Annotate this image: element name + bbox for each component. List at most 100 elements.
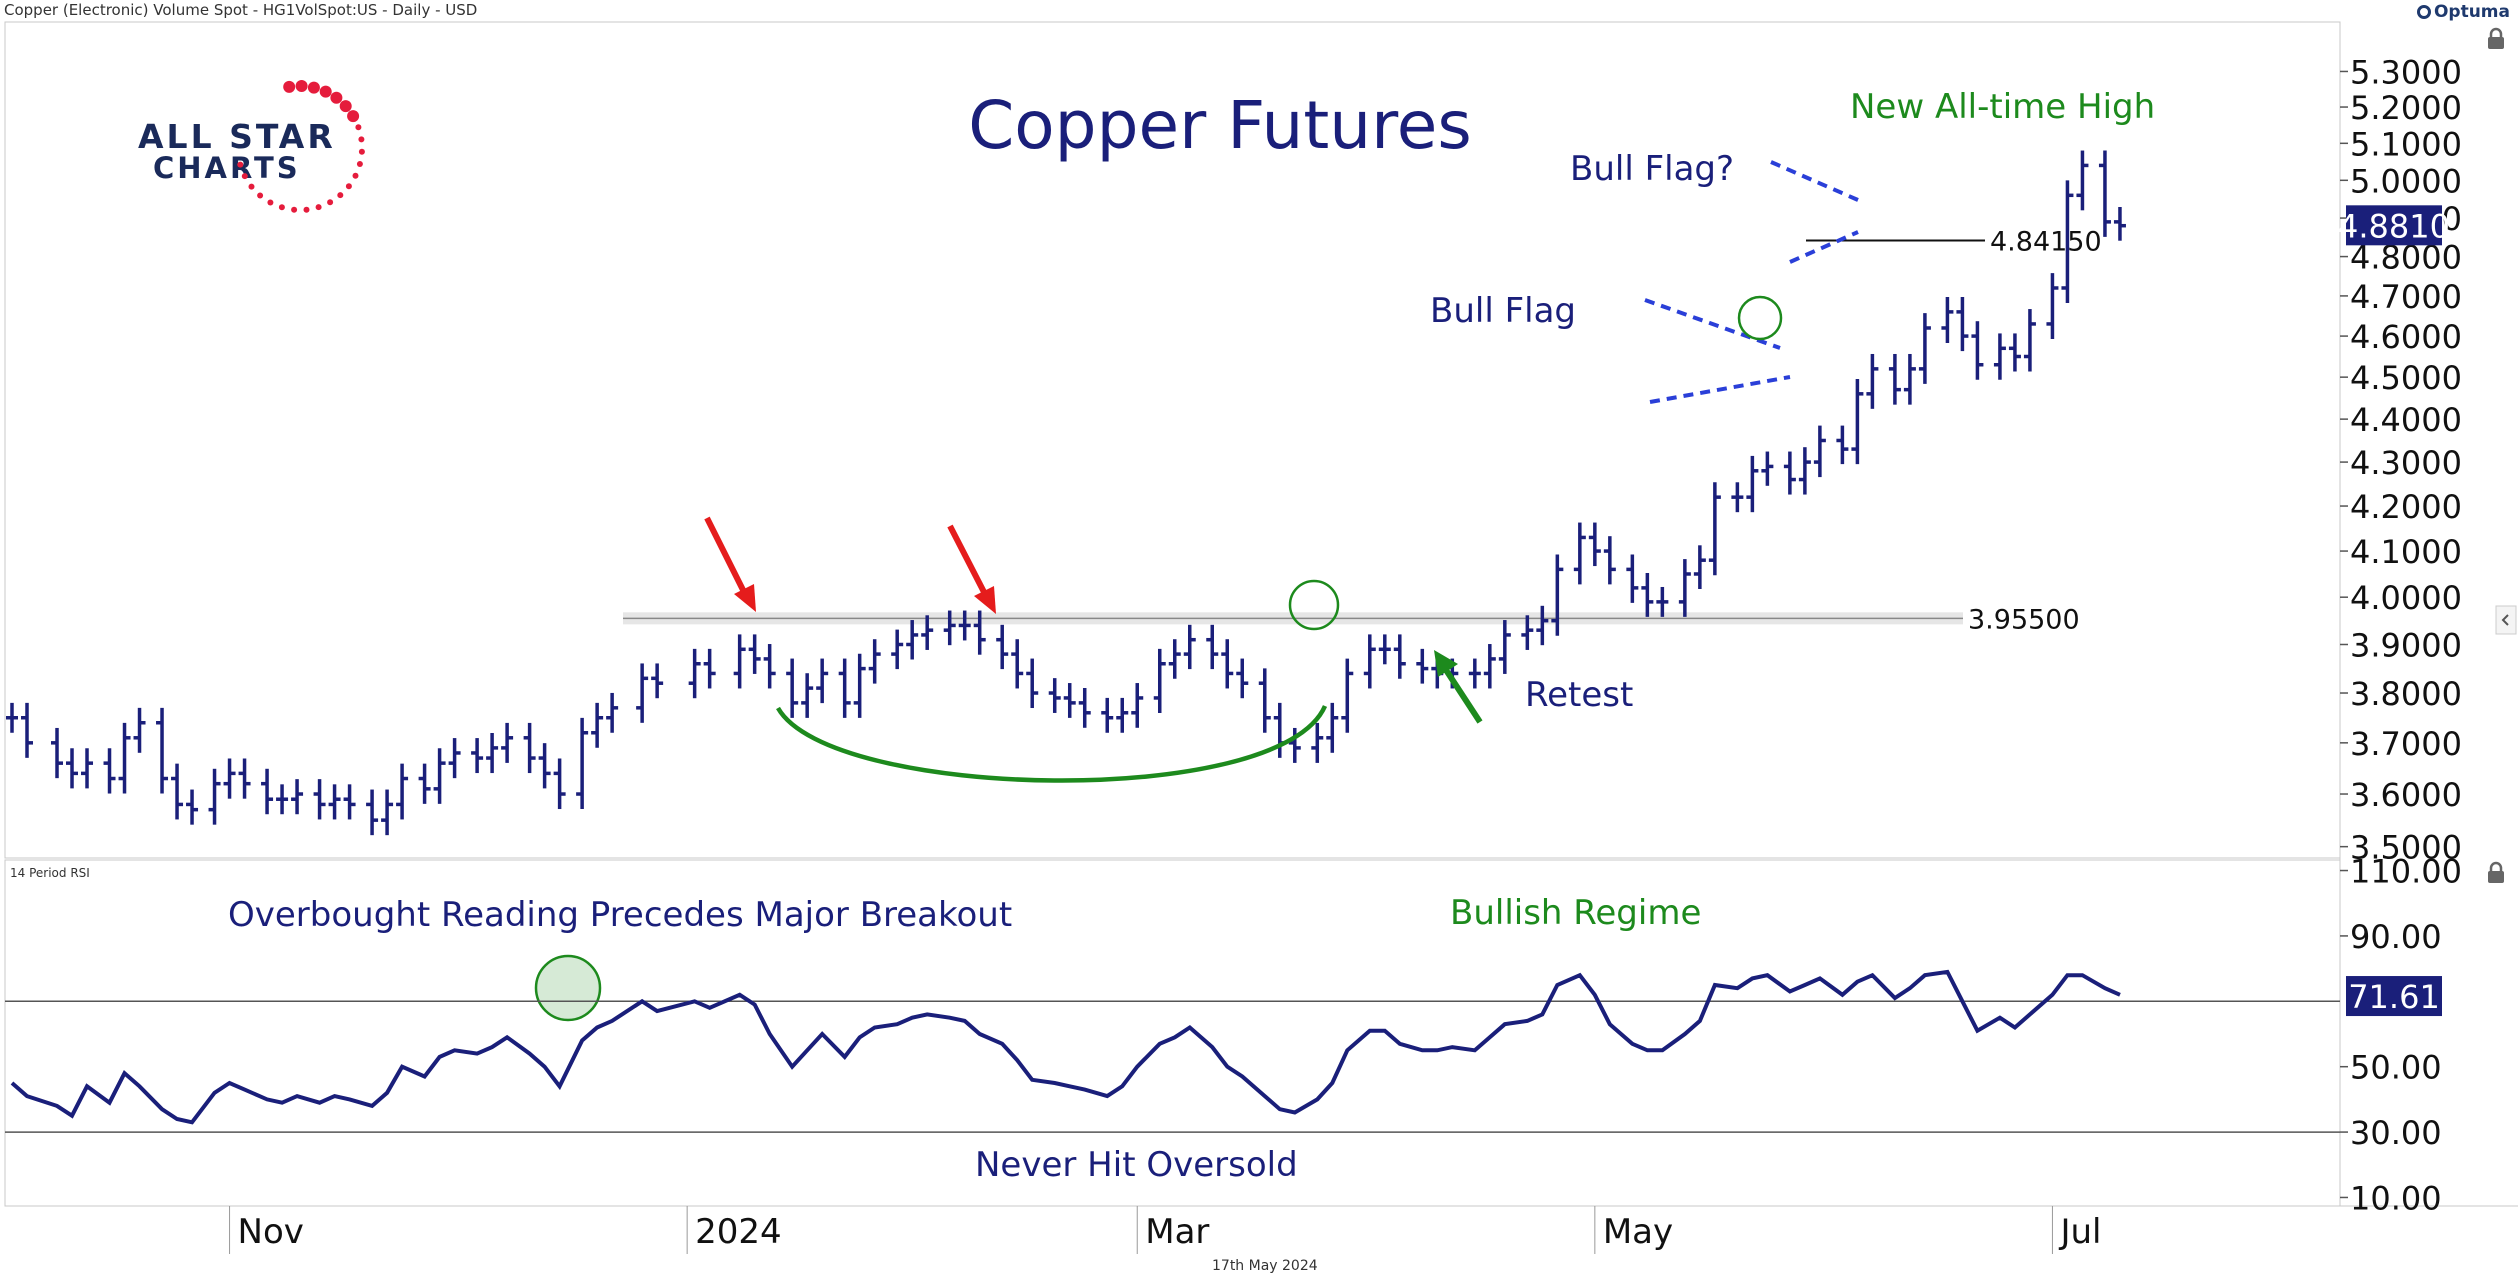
ohlc-bar: [2061, 180, 2074, 303]
ohlc-bar: [328, 784, 341, 820]
logo-star-icon: [237, 161, 244, 168]
ohlc-bar: [1836, 425, 1849, 465]
last-rsi-box: [2346, 976, 2442, 1017]
cup-arc: [776, 705, 1328, 783]
logo-star-icon: [267, 199, 274, 206]
ohlc-bar: [853, 653, 866, 718]
last-price-box: [2346, 205, 2442, 246]
ohlc-bar: [418, 763, 431, 804]
price-tick-label: 4.3000: [2350, 444, 2462, 482]
ohlc-bar: [1851, 378, 1864, 465]
ohlc-bar: [1393, 634, 1406, 679]
logo-star-icon: [352, 172, 359, 179]
flag-breakout-circle: [1737, 295, 1783, 341]
annotation-overbought: Overbought Reading Precedes Major Breako…: [228, 895, 1012, 935]
date-tick-label: Nov: [238, 1212, 304, 1252]
ohlc-bar: [1498, 620, 1511, 674]
ohlc-bar: [1078, 687, 1091, 728]
ohlc-bar: [156, 707, 169, 794]
ohlc-bar: [973, 610, 986, 655]
logo-star-icon: [356, 161, 363, 167]
ohlc-bar: [1708, 482, 1721, 576]
ohlc-bar: [2098, 150, 2111, 237]
date-tick-label: Mar: [1145, 1212, 1209, 1252]
resistance-level-label: 3.95500: [1968, 604, 2080, 635]
ohlc-bar: [1168, 639, 1181, 679]
ohlc-bar: [2008, 333, 2021, 372]
ohlc-bar: [838, 658, 851, 718]
ohlc-bar: [921, 615, 934, 650]
last-rsi-label: 71.61: [2348, 978, 2440, 1016]
green-arrow: [1434, 650, 1483, 724]
logo-star-icon: [327, 199, 334, 206]
ohlc-bar: [688, 648, 701, 699]
price-tick-label: 4.4000: [2350, 401, 2462, 439]
price-tick-label: 4.0000: [2350, 579, 2462, 617]
ohlc-bar: [1588, 522, 1601, 567]
ohlc-bar: [486, 733, 499, 774]
instrument-title: Copper (Electronic) Volume Spot - HG1Vol…: [4, 1, 478, 19]
ohlc-bar: [276, 784, 289, 815]
optuma-logo-icon: [2416, 5, 2431, 19]
optuma-brand: Optuma: [2416, 2, 2510, 22]
ohlc-bar: [958, 610, 971, 641]
date-tick-label: Jul: [2058, 1212, 2101, 1252]
footer-date: 17th May 2024: [1212, 1258, 1318, 1274]
ohlc-bar: [1761, 451, 1774, 486]
ohlc-bar: [2023, 309, 2036, 372]
annotation-bull-flag-question: Bull Flag?: [1570, 149, 1734, 189]
ohlc-bar: [1956, 296, 1969, 352]
ohlc-bar: [1378, 634, 1391, 665]
annotation-never-oversold: Never Hit Oversold: [975, 1145, 1298, 1185]
logo-line1: ALL STAR: [138, 117, 336, 156]
ohlc-bar: [1903, 353, 1916, 405]
ohlc-bar: [786, 658, 799, 718]
logo-star-icon: [278, 204, 285, 211]
red-arrow: [947, 524, 996, 614]
ohlc-bar: [553, 758, 566, 810]
ohlc-bar: [943, 610, 956, 646]
lock-icon[interactable]: [2488, 27, 2504, 49]
ohlc-bar: [1116, 697, 1129, 733]
ohlc-bar: [1731, 482, 1744, 513]
ohlc-bar: [433, 748, 446, 804]
ohlc-bar: [471, 738, 484, 774]
ohlc-bar: [538, 743, 551, 789]
ohlc-bar: [1626, 554, 1639, 603]
ohlc-bar: [1641, 572, 1654, 617]
ohlc-bar: [816, 658, 829, 704]
ohlc-bar: [1221, 639, 1234, 689]
ohlc-bar: [1941, 296, 1954, 343]
ohlc-bar: [1971, 321, 1984, 380]
ohlc-bar: [1063, 683, 1076, 718]
logo-star-icon: [347, 110, 360, 123]
ohlc-bar: [2046, 273, 2059, 339]
last-price-label: 4.8810: [2338, 207, 2450, 245]
ohlc-bar: [103, 748, 116, 794]
logo-star-icon: [248, 183, 255, 190]
price-tick-label: 4.7000: [2350, 278, 2462, 316]
ohlc-bar: [118, 722, 131, 794]
ohlc-bar: [1521, 615, 1534, 650]
logo-star-icon: [283, 80, 296, 93]
rsi-line: [10, 969, 2121, 1125]
ohlc-bar: [1011, 639, 1024, 689]
ohlc-bar: [1363, 634, 1376, 689]
collapse-chevron-icon[interactable]: [2495, 605, 2517, 635]
ohlc-bar: [81, 748, 94, 789]
ohlc-bar: [1258, 668, 1271, 733]
logo-star-icon: [355, 124, 362, 131]
red-arrow: [704, 516, 756, 612]
ohlc-bar: [1183, 624, 1196, 670]
logo-star-icon: [339, 100, 352, 113]
ohlc-bar: [1026, 658, 1039, 709]
ohlc-bar: [133, 707, 146, 753]
logo-star-icon: [257, 192, 264, 199]
ohlc-bar: [1746, 455, 1759, 513]
ohlc-bar: [1131, 683, 1144, 728]
ohlc-bar: [1656, 586, 1669, 617]
ohlc-bar: [1483, 644, 1496, 689]
logo-star-icon: [291, 206, 298, 213]
lock-icon[interactable]: [2488, 861, 2504, 883]
